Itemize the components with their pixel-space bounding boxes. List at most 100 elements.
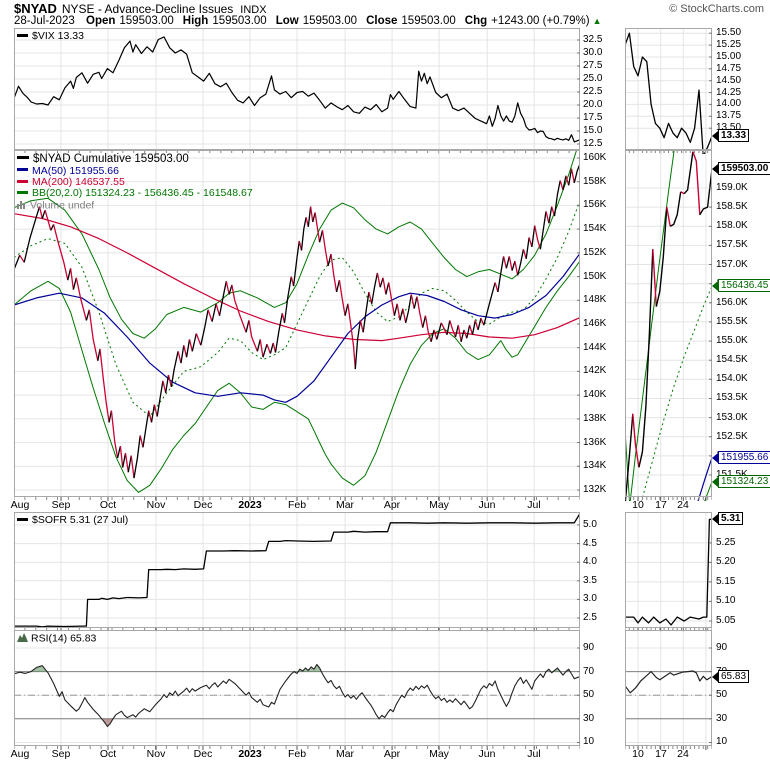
x-axis-label-month: Mar [335, 499, 355, 511]
ma50-line [14, 253, 580, 403]
bb-line-marker [17, 191, 28, 194]
y-axis-label: 5.05 [716, 615, 736, 626]
ma200-legend-label: MA(200) 146537.55 [32, 175, 125, 188]
symbol: $NYAD [14, 1, 57, 16]
y-axis-label: 20.0 [583, 99, 603, 110]
price-line [410, 294, 415, 309]
y-axis-label: 157.5K [716, 239, 748, 250]
close-value: 159503.00 [401, 15, 456, 27]
price-line [502, 256, 508, 269]
x-axis-label-month: Oct [99, 499, 117, 511]
y-axis-label: 30 [716, 713, 728, 724]
x-axis-label-month: Feb [287, 748, 307, 760]
y-axis-label: 3.0 [583, 593, 597, 604]
date: 28-Jul-2023 [14, 15, 75, 27]
price-line [127, 455, 132, 473]
price-line [23, 206, 41, 263]
rsi-mini-chart [625, 630, 712, 750]
header: $NYAD NYSE - Advance-Decline Issues INDX [14, 1, 267, 16]
price-line [150, 404, 156, 423]
x-axis-label-month: Dec [193, 748, 213, 760]
price-line [517, 249, 525, 276]
volume-bars-icon [17, 200, 25, 209]
price-line [195, 333, 202, 346]
y-axis-label: 156K [583, 199, 607, 210]
callout-value: 159503.00 [718, 162, 770, 175]
vix-legend-label: $VIX 13.33 [32, 30, 84, 42]
open-value: 159503.00 [119, 15, 174, 27]
y-axis-label: 159.0K [716, 182, 748, 193]
x-axis-label-month: Mar [335, 748, 355, 760]
price-line [309, 206, 314, 223]
nyad-legend: $NYAD Cumulative 159503.00 MA(50) 151955… [17, 153, 253, 211]
price-line [568, 168, 573, 186]
x-axis-label-week: 24 [677, 748, 689, 760]
y-axis-label: 14.75 [716, 63, 742, 74]
y-axis-label: 154.5K [716, 354, 748, 365]
price-line [110, 410, 119, 459]
panel-border [625, 150, 712, 497]
y-axis-label: 138K [583, 413, 607, 424]
x-axis-label-month: May [429, 499, 449, 511]
price-line [85, 309, 90, 321]
price-line [528, 237, 533, 248]
price-line [402, 308, 407, 323]
sofr-legend-row: $SOFR 5.31 (27 Jul) [17, 514, 128, 526]
x-axis-label-week: 24 [677, 499, 689, 511]
price-line-zoom [683, 151, 694, 195]
sofr-line [14, 513, 580, 628]
price-line [508, 256, 513, 271]
price-line [67, 268, 72, 281]
price-line [148, 410, 153, 423]
y-axis-label: 158K [583, 176, 607, 187]
price-line [180, 345, 185, 364]
x-axis-label-month: Feb [287, 499, 307, 511]
price-line [522, 249, 527, 259]
quote-row: 28-Jul-2023 Open 159503.00 High 159503.00 Low… [14, 15, 602, 27]
y-axis-label: 156.0K [716, 297, 748, 308]
y-axis-label: 144K [583, 342, 607, 353]
y-axis-label: 153.0K [716, 412, 748, 423]
price-line [497, 256, 505, 293]
callout-value: 65.83 [718, 670, 750, 683]
price-line [259, 339, 264, 358]
y-axis-label: 158.5K [716, 201, 748, 212]
price-line [19, 254, 25, 263]
price-line [314, 212, 321, 243]
price-line [262, 344, 268, 358]
chg-value: +1243.00 (+0.79%) [491, 15, 590, 27]
price-line [436, 322, 442, 340]
y-axis-label: 14.25 [716, 87, 742, 98]
rsi-legend-label: RSI(14) 65.83 [31, 632, 97, 645]
price-line [156, 380, 164, 417]
y-axis-label: 17.5 [583, 112, 603, 123]
price-line [327, 253, 332, 267]
price-line [413, 296, 418, 309]
y-axis-label: 155.5K [716, 316, 748, 327]
y-axis-label: 50 [583, 689, 595, 700]
price-line [269, 342, 274, 354]
price-line [477, 317, 482, 331]
rsi-line-zoom [625, 670, 712, 694]
high-value: 159503.00 [212, 15, 267, 27]
x-axis-label-month: May [429, 748, 449, 760]
price-line [531, 225, 536, 247]
price-line [483, 282, 496, 326]
price-line [38, 206, 43, 219]
ma200-line-marker [17, 179, 28, 183]
price-line [52, 224, 69, 281]
x-axis-label-month: Jun [478, 499, 496, 511]
x-axis-label-month: Sep [51, 748, 71, 760]
y-axis-label: 13.75 [716, 110, 742, 121]
price-line [457, 325, 462, 342]
x-axis-label-month: Apr [383, 748, 401, 760]
price-line [338, 280, 346, 316]
y-axis-label: 153.5K [716, 392, 748, 403]
ma50-legend-label: MA(50) 151955.66 [32, 164, 119, 177]
y-axis-label: 10 [716, 736, 728, 747]
price-line [511, 261, 516, 271]
ma50-legend-row: MA(50) 151955.66 [17, 164, 253, 177]
price-line [565, 175, 570, 186]
price-line-zoom [625, 413, 634, 501]
